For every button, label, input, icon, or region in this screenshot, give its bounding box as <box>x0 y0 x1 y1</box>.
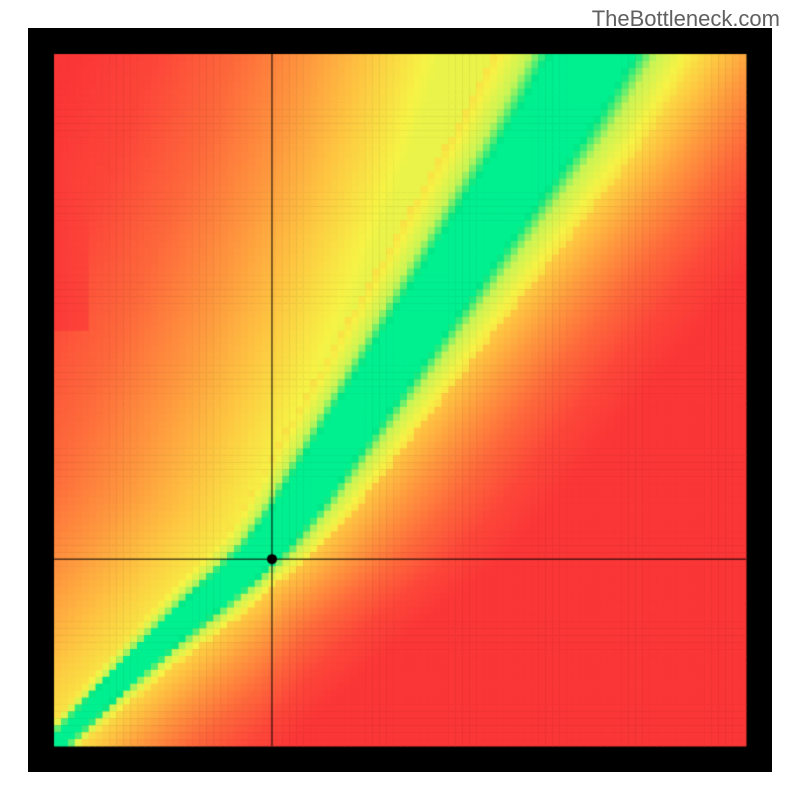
bottleneck-heatmap <box>28 28 772 772</box>
watermark-text: TheBottleneck.com <box>592 6 780 32</box>
